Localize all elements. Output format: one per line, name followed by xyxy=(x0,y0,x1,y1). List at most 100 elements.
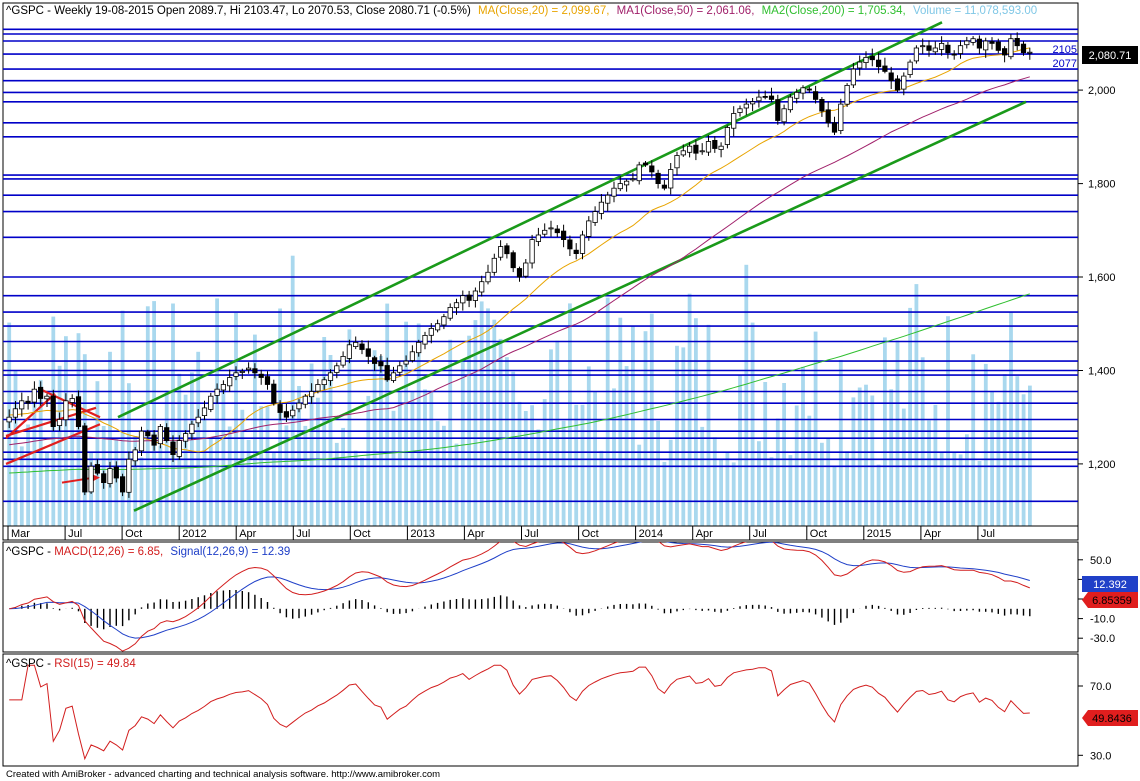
volume-bar xyxy=(851,397,856,526)
price-panel xyxy=(2,2,1079,541)
volume-bar xyxy=(133,436,138,526)
candle xyxy=(1020,41,1027,56)
candle xyxy=(630,172,636,182)
candle xyxy=(819,97,825,117)
volume-bar xyxy=(744,264,749,526)
ma20-readout: MA(Close,20) = 2,099.67, xyxy=(478,5,609,17)
candle xyxy=(233,366,239,381)
candle xyxy=(145,429,151,439)
candle xyxy=(920,38,926,54)
volume-bar xyxy=(498,338,503,526)
candle xyxy=(252,363,258,379)
volume-bar xyxy=(983,363,988,526)
date-tick-label: Apr xyxy=(467,528,484,540)
candle xyxy=(472,287,479,308)
volume-bar xyxy=(70,417,75,526)
svg-text:2,080.71: 2,080.71 xyxy=(1089,50,1132,62)
volume-bar xyxy=(807,415,812,526)
candle xyxy=(271,379,277,406)
candle xyxy=(75,390,82,430)
volume-bar xyxy=(492,319,497,526)
candle xyxy=(258,369,264,385)
candle xyxy=(655,169,661,189)
volume-bar xyxy=(1028,385,1032,526)
candle xyxy=(957,40,964,59)
candle xyxy=(157,424,163,449)
candle xyxy=(409,345,416,363)
candle xyxy=(592,206,598,226)
rsi-line xyxy=(9,664,1030,761)
candle xyxy=(19,392,25,417)
volume-bar xyxy=(624,366,629,526)
red-arrow-head xyxy=(92,474,100,482)
volume-bar xyxy=(631,326,635,526)
candle xyxy=(56,412,63,431)
macd-value-badge: 12.392 xyxy=(1082,576,1138,592)
price-tick-label: 1,800 xyxy=(1088,179,1116,191)
volume-bar xyxy=(643,331,648,526)
candle xyxy=(201,400,208,421)
volume-bar xyxy=(13,370,18,526)
candle xyxy=(176,435,182,460)
candle xyxy=(913,45,920,64)
volume-bar xyxy=(700,426,705,526)
candle xyxy=(296,399,302,413)
candle xyxy=(787,94,794,113)
candle xyxy=(781,104,787,126)
volume-bar xyxy=(1021,394,1026,526)
volume-bar xyxy=(586,366,591,526)
candle xyxy=(731,106,737,137)
volume-bar xyxy=(895,340,900,526)
candle xyxy=(277,400,283,421)
candle xyxy=(353,336,359,350)
channel-lower xyxy=(133,100,1027,512)
volume-bar xyxy=(454,443,459,526)
candle xyxy=(586,216,592,241)
candle xyxy=(466,290,472,308)
volume-bar xyxy=(316,397,320,526)
candle xyxy=(390,366,397,383)
candle xyxy=(107,461,113,488)
candle xyxy=(195,409,201,428)
volume-bar xyxy=(416,323,421,526)
candle xyxy=(283,403,290,422)
candle xyxy=(857,55,863,76)
volume-bar xyxy=(580,404,585,526)
volume-bar xyxy=(511,371,516,526)
volume-bar xyxy=(328,355,333,526)
volume-bar xyxy=(826,438,831,526)
macd-lines xyxy=(9,542,1031,652)
price-header: ^GSPC - Weekly 19-08-2015 Open 2089.7, H… xyxy=(6,5,1037,17)
candle xyxy=(624,179,630,192)
candle xyxy=(523,259,529,279)
volume-bar xyxy=(523,411,528,526)
candle xyxy=(447,303,453,321)
volume-bar xyxy=(57,365,62,526)
volume-bar xyxy=(769,457,774,526)
candle xyxy=(491,253,497,276)
candle xyxy=(346,339,353,364)
volume-bar xyxy=(221,390,226,526)
candle xyxy=(422,331,428,350)
volume-bar xyxy=(114,439,119,526)
date-tick-label: Oct xyxy=(582,528,599,540)
volume-bar xyxy=(568,303,572,526)
candle xyxy=(869,48,875,67)
date-tick-label: Jul xyxy=(68,528,82,540)
volume-bar xyxy=(694,318,698,526)
candle xyxy=(88,462,94,494)
candle xyxy=(403,355,409,367)
date-tick-label: Oct xyxy=(125,528,142,540)
candle xyxy=(529,234,535,269)
date-tick-label: 2014 xyxy=(639,528,663,540)
candle xyxy=(460,290,466,311)
volume-bar xyxy=(303,425,308,526)
candle xyxy=(894,75,901,93)
volume-bar xyxy=(889,389,894,526)
volume-bar xyxy=(215,298,219,526)
candle xyxy=(932,41,938,55)
volume-bar xyxy=(183,394,188,526)
candle xyxy=(384,357,390,382)
volume-bar xyxy=(738,374,742,526)
